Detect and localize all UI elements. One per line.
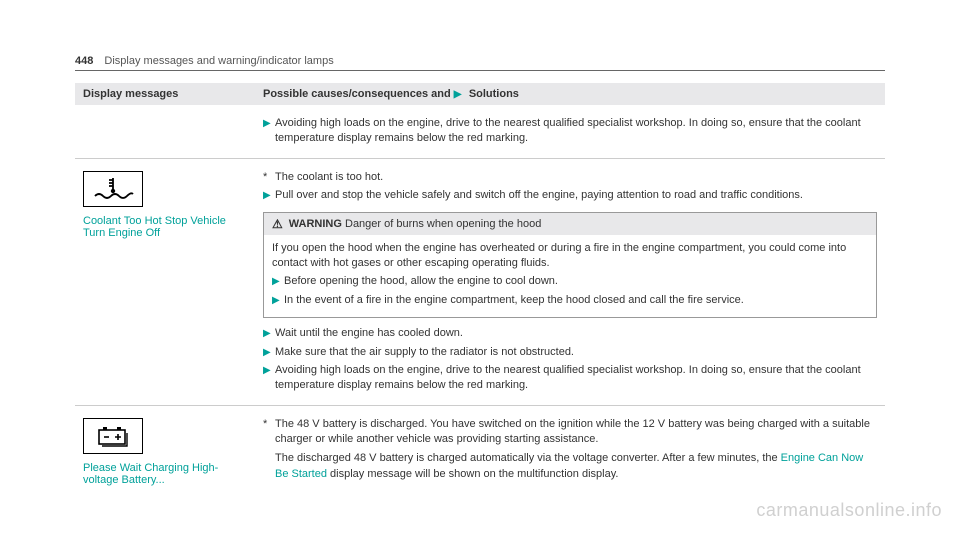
header-col1: Display messages (75, 83, 255, 105)
plain-line: The discharged 48 V battery is charged a… (275, 451, 877, 482)
page-header: 448 Display messages and warning/indicat… (75, 55, 885, 71)
page-title: Display messages and warning/indicator l… (104, 55, 333, 67)
warning-header: ⚠ WARNING Danger of burns when opening t… (264, 213, 876, 235)
arrow-icon: ▶ (263, 189, 275, 203)
arrow-icon: ▶ (263, 364, 275, 378)
watermark: carmanualsonline.info (756, 500, 942, 521)
message-text: Coolant Too Hot Stop Vehicle Turn Engine… (83, 215, 247, 239)
table-row: Please Wait Charging High-voltage Batter… (75, 405, 885, 494)
bullet-line: ▶ Pull over and stop the vehicle safely … (263, 188, 877, 203)
arrow-icon: ▶ (454, 89, 466, 100)
bullet-line: ▶ Before opening the hood, allow the eng… (272, 274, 868, 289)
bullet-line: ▶ Avoiding high loads on the engine, dri… (263, 116, 877, 147)
arrow-icon: ▶ (263, 327, 275, 341)
arrow-icon: ▶ (272, 294, 284, 308)
content-cell: * The coolant is too hot. ▶ Pull over an… (255, 158, 885, 405)
message-text: Please Wait Charging High-voltage Batter… (83, 462, 247, 486)
bullet-line: ▶ In the event of a fire in the engine c… (272, 293, 868, 308)
table-row: Coolant Too Hot Stop Vehicle Turn Engine… (75, 158, 885, 405)
bullet-line: ▶ Avoiding high loads on the engine, dri… (263, 363, 877, 394)
page-number: 448 (75, 55, 93, 67)
asterisk-line: * The coolant is too hot. (263, 170, 877, 185)
message-cell (75, 105, 255, 158)
messages-table: Display messages Possible causes/consequ… (75, 83, 885, 494)
message-cell: Please Wait Charging High-voltage Batter… (75, 405, 255, 494)
bullet-line: ▶ Make sure that the air supply to the r… (263, 345, 877, 360)
arrow-icon: ▶ (272, 275, 284, 289)
asterisk-icon: * (263, 170, 275, 185)
warning-triangle-icon: ⚠ (272, 217, 283, 231)
bullet-line: ▶ Wait until the engine has cooled down. (263, 326, 877, 341)
table-header-row: Display messages Possible causes/consequ… (75, 83, 885, 105)
warning-box: ⚠ WARNING Danger of burns when opening t… (263, 212, 877, 319)
battery-icon (83, 418, 143, 454)
arrow-icon: ▶ (263, 117, 275, 131)
arrow-icon: ▶ (263, 346, 275, 360)
header-col2: Possible causes/consequences and ▶ Solut… (255, 83, 885, 105)
warning-body: If you open the hood when the engine has… (264, 235, 876, 318)
coolant-icon (83, 171, 143, 207)
content-cell: * The 48 V battery is discharged. You ha… (255, 405, 885, 494)
asterisk-line: * The 48 V battery is discharged. You ha… (263, 417, 877, 448)
asterisk-icon: * (263, 417, 275, 448)
message-cell: Coolant Too Hot Stop Vehicle Turn Engine… (75, 158, 255, 405)
content-cell: ▶ Avoiding high loads on the engine, dri… (255, 105, 885, 158)
table-row: ▶ Avoiding high loads on the engine, dri… (75, 105, 885, 158)
